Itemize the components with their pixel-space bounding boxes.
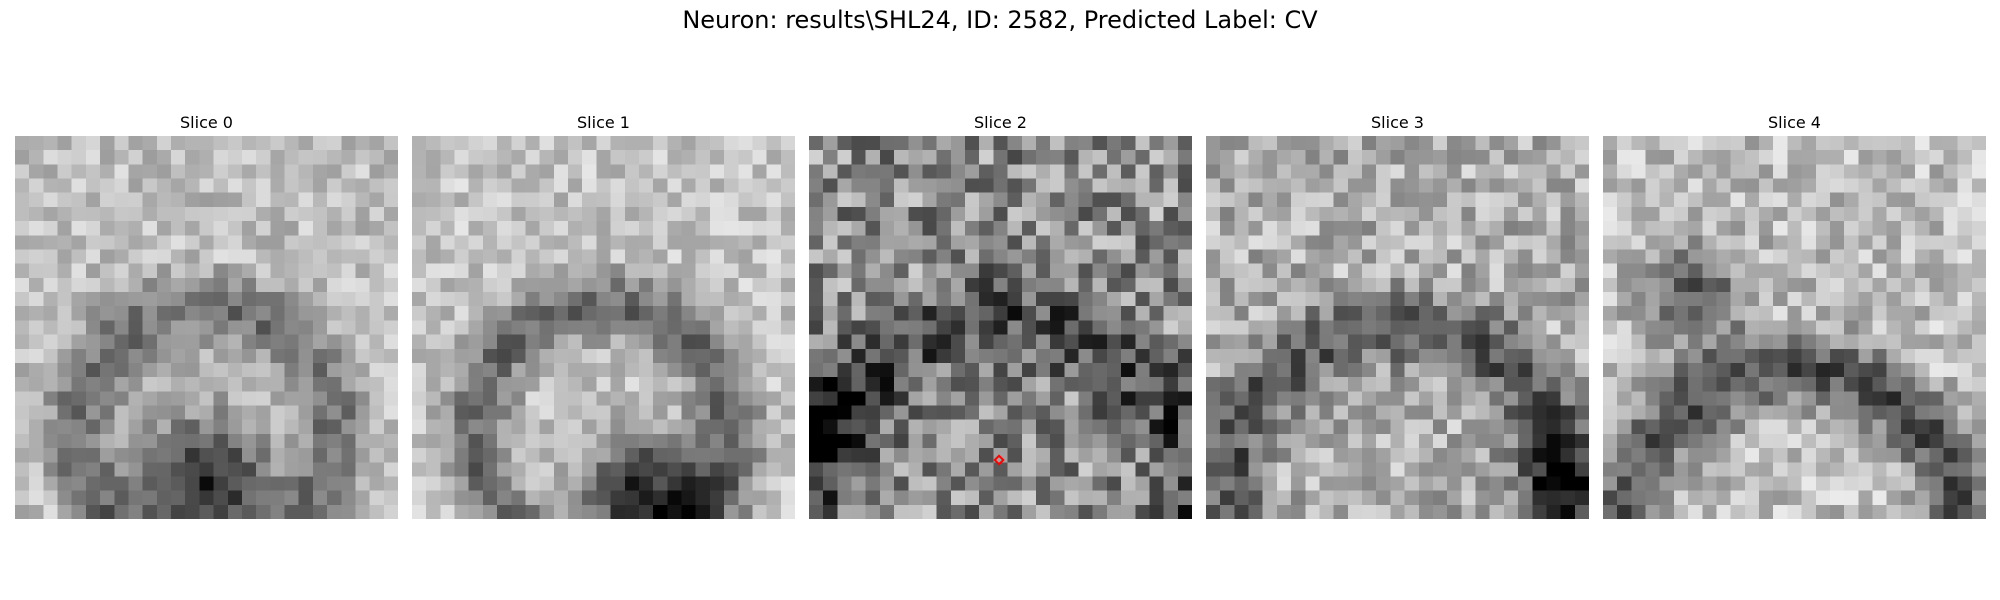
figure-title: Neuron: results\SHL24, ID: 2582, Predict… <box>682 6 1318 34</box>
slice-title-3: Slice 3 <box>1371 113 1424 132</box>
slice-image-0 <box>15 136 398 519</box>
slice-image-1 <box>412 136 795 519</box>
slice-title-0: Slice 0 <box>180 113 233 132</box>
slice-panel-0: Slice 0 <box>15 110 398 519</box>
slice-panel-1: Slice 1 <box>412 110 795 519</box>
slice-panel-3: Slice 3 <box>1206 110 1589 519</box>
slice-image-4 <box>1603 136 1986 519</box>
slice-image-3 <box>1206 136 1589 519</box>
slice-title-1: Slice 1 <box>577 113 630 132</box>
slice-title-4: Slice 4 <box>1768 113 1821 132</box>
slice-image-2 <box>809 136 1192 519</box>
slice-panel-4: Slice 4 <box>1603 110 1986 519</box>
slice-title-2: Slice 2 <box>974 113 1027 132</box>
slice-panel-2: Slice 2 <box>809 110 1192 519</box>
